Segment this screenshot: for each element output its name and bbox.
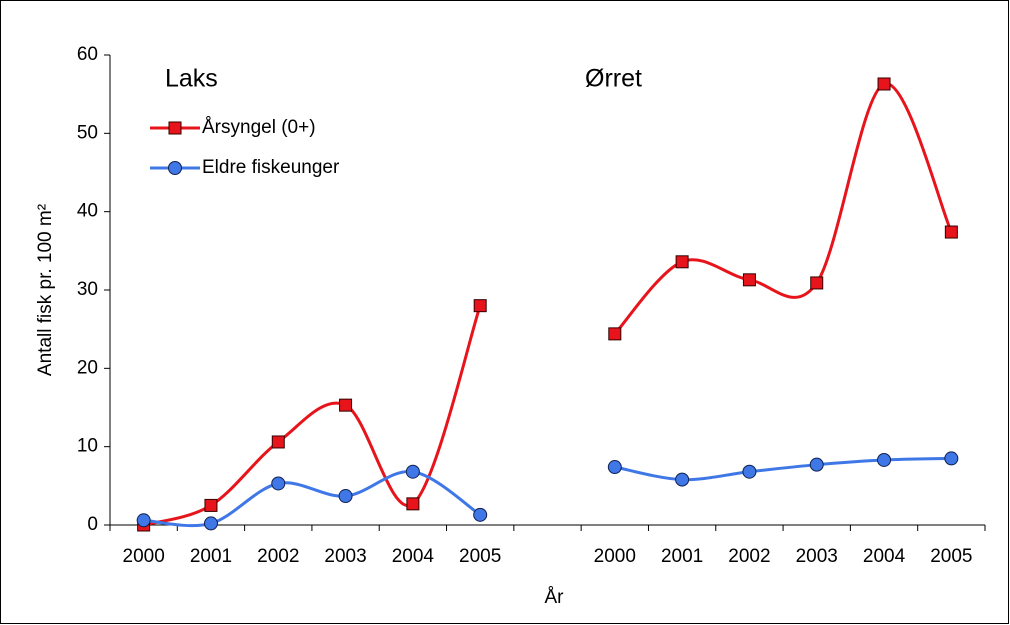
- marker: [809, 457, 824, 472]
- y-tick-label: 0: [87, 514, 98, 535]
- marker: [944, 225, 958, 239]
- y-tick-label: 40: [77, 201, 98, 222]
- marker: [271, 435, 285, 449]
- annotation: Laks: [165, 65, 218, 93]
- marker: [607, 460, 622, 475]
- marker: [675, 255, 689, 269]
- marker: [877, 77, 891, 91]
- marker: [339, 398, 353, 412]
- y-tick-label: 30: [77, 279, 98, 300]
- y-tick-label: 20: [77, 357, 98, 378]
- legend-label: Eldre fiskeunger: [202, 157, 340, 178]
- x-tick-label: 2003: [324, 546, 366, 567]
- marker: [203, 516, 218, 531]
- marker: [271, 476, 286, 491]
- x-tick-label: 2000: [123, 546, 165, 567]
- marker: [675, 472, 690, 487]
- x-tick-label: 2002: [728, 546, 770, 567]
- marker: [338, 489, 353, 504]
- y-tick-label: 60: [77, 44, 98, 65]
- marker: [877, 452, 892, 467]
- y-tick-label: 10: [77, 436, 98, 457]
- x-tick-label: 2004: [863, 546, 906, 567]
- annotation: Ørret: [585, 65, 642, 93]
- marker: [204, 498, 218, 512]
- marker: [810, 276, 824, 290]
- x-axis-label: År: [545, 587, 565, 608]
- y-tick-label: 50: [77, 122, 98, 143]
- x-tick-label: 2005: [459, 546, 501, 567]
- legend-label: Årsyngel (0+): [202, 117, 316, 138]
- marker: [473, 507, 488, 522]
- marker: [473, 299, 487, 313]
- x-tick-label: 2004: [392, 546, 435, 567]
- x-tick-label: 2001: [661, 546, 703, 567]
- y-axis-label: Antall fisk pr. 100 m²: [35, 204, 56, 376]
- marker: [742, 273, 756, 287]
- marker: [405, 464, 420, 479]
- legend-marker: [168, 161, 182, 175]
- x-tick-label: 2005: [930, 546, 972, 567]
- marker: [944, 451, 959, 466]
- x-tick-label: 2002: [257, 546, 299, 567]
- marker: [136, 513, 151, 528]
- legend-marker: [168, 121, 182, 135]
- x-tick-label: 2003: [796, 546, 838, 567]
- x-tick-label: 2000: [594, 546, 636, 567]
- marker: [608, 327, 622, 341]
- marker: [742, 464, 757, 479]
- marker: [406, 497, 420, 511]
- x-tick-label: 2001: [190, 546, 232, 567]
